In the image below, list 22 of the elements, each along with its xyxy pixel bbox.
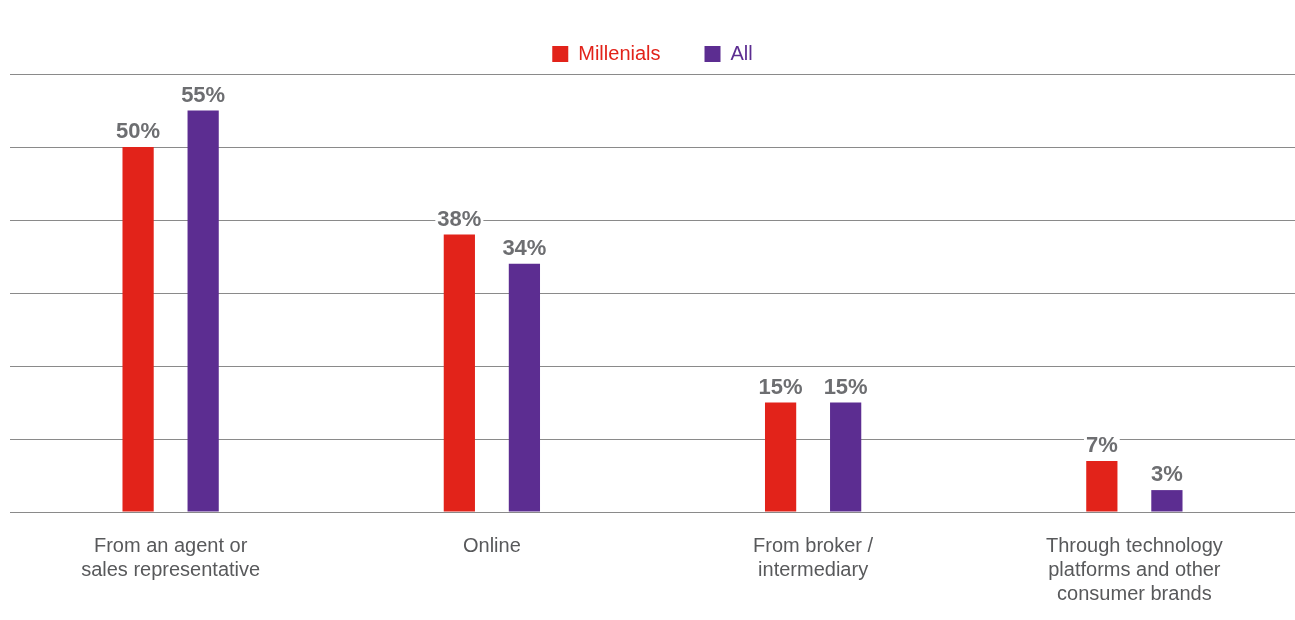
bar: [1151, 490, 1183, 512]
data-label: 55%: [181, 81, 226, 107]
data-label: 15%: [823, 373, 868, 399]
x-tick-label: From an agent or sales representative: [81, 533, 261, 580]
bar: [187, 110, 219, 512]
x-tick-label: From broker / intermediary: [753, 533, 874, 580]
x-tick-label: Through technology platforms and other consumer brands: [1045, 533, 1223, 604]
bar: [122, 147, 154, 512]
data-label: 38%: [437, 205, 482, 231]
data-label: 15%: [758, 373, 803, 399]
data-label: 34%: [502, 234, 547, 260]
legend-label: Millenials: [578, 41, 661, 64]
data-label: 3%: [1151, 461, 1183, 487]
bar: [508, 263, 541, 512]
bar: [1086, 460, 1118, 512]
data-label: 7%: [1085, 431, 1118, 457]
bar: [764, 402, 797, 512]
legend-label: All: [730, 41, 753, 64]
x-tick-label: Online: [462, 533, 521, 556]
bar: [830, 402, 862, 512]
bar: [443, 234, 475, 512]
data-label: 50%: [116, 118, 161, 144]
